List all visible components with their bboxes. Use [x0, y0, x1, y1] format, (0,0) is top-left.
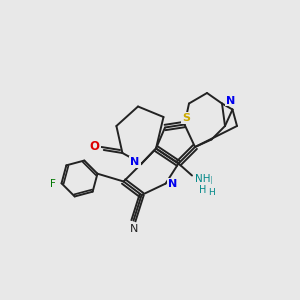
Text: N: N [130, 157, 140, 167]
Text: H: H [208, 188, 215, 197]
Text: N: N [130, 224, 138, 234]
Text: O: O [90, 140, 100, 154]
Text: N: N [168, 178, 177, 189]
Text: NH: NH [197, 176, 213, 187]
Text: F: F [50, 179, 56, 189]
Text: N: N [226, 95, 236, 106]
Text: N: N [130, 157, 140, 167]
Text: S: S [182, 113, 190, 123]
Text: H: H [199, 184, 206, 195]
Text: NH: NH [195, 173, 210, 184]
